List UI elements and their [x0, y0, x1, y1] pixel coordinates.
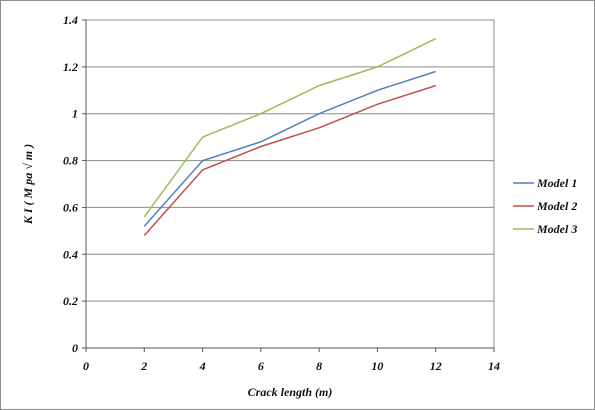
y-tick-label: 1.2 — [63, 60, 78, 74]
x-tick-label: 10 — [371, 359, 383, 373]
x-tick-label: 4 — [199, 359, 206, 373]
y-tick-labels: 0 0.2 0.4 0.6 0.8 1 1.2 1.4 — [63, 13, 78, 355]
x-tick-label: 12 — [430, 359, 442, 373]
y-tick-label: 0.2 — [63, 294, 78, 308]
series-line-model-3 — [143, 38, 437, 218]
x-tick-label: 0 — [83, 359, 89, 373]
series-line-model-1 — [143, 70, 436, 227]
legend: Model 1 Model 2 Model 3 — [513, 176, 577, 236]
x-tick-label: 14 — [488, 359, 500, 373]
series-line-model-2 — [143, 84, 436, 236]
y-tick-label: 0.6 — [63, 200, 78, 214]
x-axis-title: Crack length (m) — [248, 385, 333, 399]
y-tick-label: 1.4 — [63, 13, 78, 27]
plot-area — [85, 19, 495, 349]
legend-label: Model 1 — [536, 176, 577, 190]
series-lines — [143, 38, 437, 236]
x-tick-labels: 0 2 4 6 8 10 12 14 — [83, 359, 500, 373]
y-tick-label: 1 — [72, 107, 78, 121]
y-tick-label: 0.8 — [63, 154, 78, 168]
y-axis-title: K I ( M pa √ m ) — [21, 144, 35, 225]
gridlines — [86, 19, 494, 302]
x-tick-label: 6 — [258, 359, 264, 373]
x-tick-label: 8 — [316, 359, 322, 373]
x-tick-label: 2 — [140, 359, 147, 373]
axes — [82, 19, 495, 352]
legend-label: Model 2 — [536, 199, 577, 213]
y-tick-label: 0 — [72, 341, 78, 355]
legend-label: Model 3 — [536, 222, 577, 236]
y-tick-label: 0.4 — [63, 247, 78, 261]
